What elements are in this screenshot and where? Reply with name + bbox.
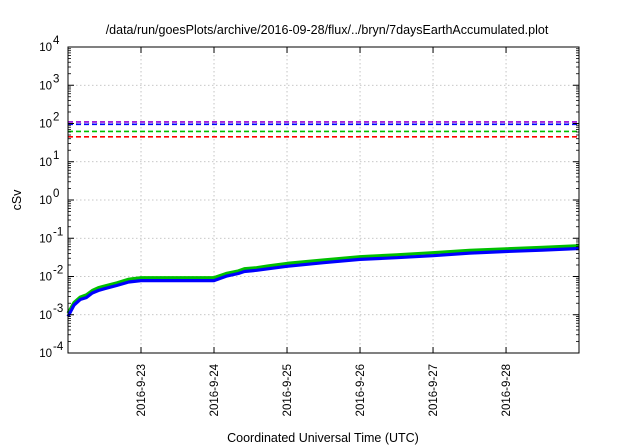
- y-tick-label: 10: [39, 119, 52, 131]
- y-tick-label: 10: [39, 310, 52, 322]
- series-line: [66, 246, 580, 318]
- y-tick-label: 10: [39, 272, 52, 284]
- y-tick-exponent: -1: [53, 226, 63, 238]
- y-tick-label: 10: [39, 42, 52, 54]
- y-tick-label: 10: [39, 348, 52, 360]
- x-axis-title: Coordinated Universal Time (UTC): [227, 431, 419, 445]
- y-tick-exponent: 0: [53, 188, 59, 200]
- x-tick-label: 2016-9-25: [282, 364, 294, 416]
- y-tick-exponent: 4: [53, 35, 60, 47]
- x-tick-label: 2016-9-23: [136, 364, 148, 416]
- x-axis: 2016-9-23 2016-9-24 2016-9-25 2016-9-26 2016…: [136, 47, 513, 416]
- x-tick-label: 2016-9-24: [209, 363, 221, 416]
- x-tick-label: 2016-9-27: [428, 364, 440, 416]
- series-layer: [66, 244, 580, 318]
- y-tick-exponent: -3: [53, 303, 63, 315]
- y-tick-exponent: 2: [53, 112, 59, 124]
- y-tick-exponent: 3: [53, 73, 59, 85]
- y-tick-exponent: -4: [53, 341, 64, 353]
- y-axis-title: cSv: [10, 189, 24, 211]
- y-tick-label: 10: [39, 233, 52, 245]
- chart-title: /data/run/goesPlots/archive/2016-09-28/f…: [106, 23, 549, 37]
- y-tick-label: 10: [39, 157, 52, 169]
- grid-layer: [68, 47, 579, 353]
- x-tick-label: 2016-9-26: [355, 364, 367, 416]
- y-tick-exponent: 1: [53, 150, 59, 162]
- y-tick-exponent: -2: [53, 265, 63, 277]
- series-line: [66, 244, 580, 314]
- reference-lines: [68, 121, 579, 138]
- x-tick-label: 2016-9-28: [501, 364, 513, 416]
- y-tick-label: 10: [39, 80, 52, 92]
- y-tick-label: 10: [39, 195, 52, 207]
